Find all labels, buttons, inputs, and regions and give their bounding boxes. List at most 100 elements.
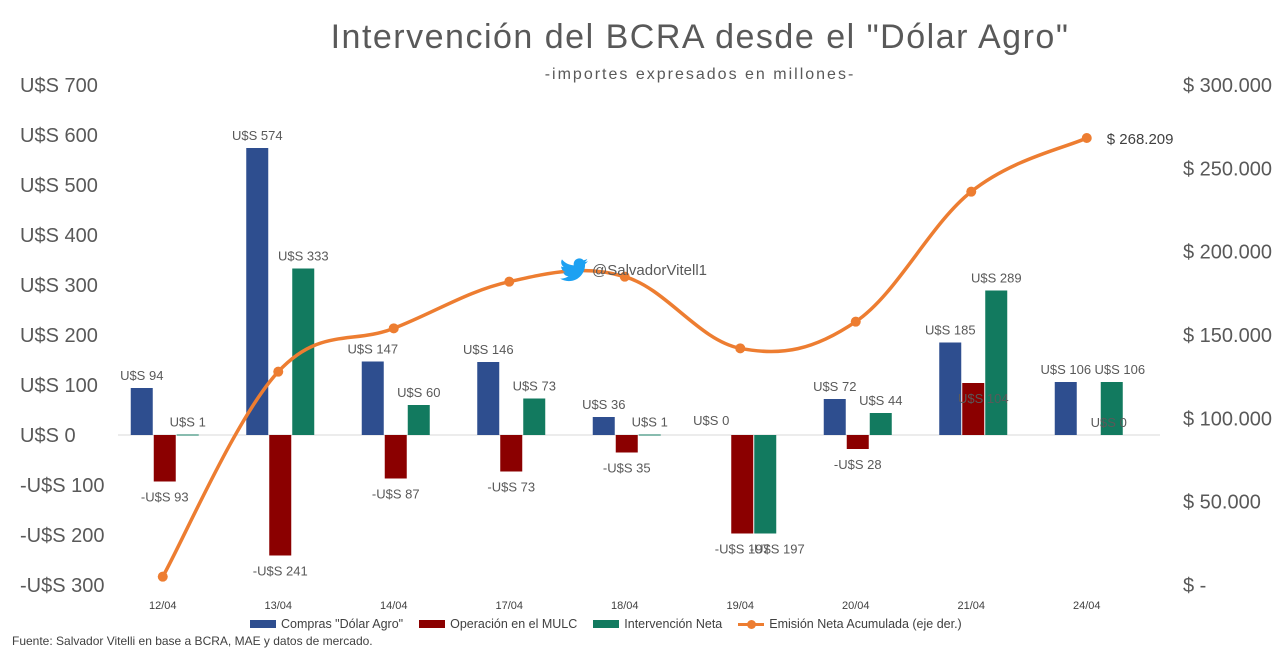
left-axis-tick: -U$S 300 bbox=[20, 575, 105, 597]
x-axis-tick: 20/04 bbox=[842, 600, 870, 612]
data-label-mulc: -U$S 73 bbox=[487, 480, 535, 495]
data-label-compras: U$S 36 bbox=[582, 397, 625, 412]
data-label-compras: U$S 106 bbox=[1040, 362, 1091, 377]
data-labels-group: U$S 94 U$S 574 U$S 147 U$S 146 U$S 36 U$S 0 U$… bbox=[120, 128, 1173, 579]
chart-subtitle: -importes expresados en millones- bbox=[544, 66, 856, 83]
data-label-compras: U$S 0 bbox=[693, 413, 729, 428]
data-label-neta: U$S 333 bbox=[278, 249, 329, 264]
x-axis-tick: 24/04 bbox=[1073, 600, 1101, 612]
chart-title: Intervención del BCRA desde el "Dólar Ag… bbox=[330, 18, 1070, 56]
data-label-neta: U$S 44 bbox=[859, 393, 902, 408]
left-axis-tick: -U$S 200 bbox=[20, 525, 105, 547]
data-label-neta: U$S 1 bbox=[632, 415, 668, 430]
left-axis-tick: U$S 700 bbox=[20, 75, 98, 97]
bar-mulc bbox=[269, 435, 292, 556]
data-label-neta: U$S 106 bbox=[1094, 362, 1145, 377]
legend-label-compras: Compras "Dólar Agro" bbox=[281, 617, 404, 631]
data-label-neta: U$S 73 bbox=[513, 379, 556, 394]
data-label-mulc: -U$S 28 bbox=[834, 457, 882, 472]
left-axis-tick: U$S 100 bbox=[20, 375, 98, 397]
bar-compras bbox=[592, 417, 615, 435]
bar-neta bbox=[176, 434, 199, 436]
data-label-mulc: -U$S 197 bbox=[715, 542, 770, 557]
bar-compras bbox=[361, 361, 384, 435]
legend-swatch-mulc bbox=[419, 620, 446, 628]
x-axis-tick: 14/04 bbox=[380, 600, 408, 612]
left-axis-tick: U$S 0 bbox=[20, 425, 76, 447]
bar-mulc bbox=[384, 435, 407, 479]
legend-item-emision: Emisión Neta Acumulada (eje der.) bbox=[738, 617, 962, 631]
x-axis-tick: 13/04 bbox=[264, 600, 292, 612]
bar-mulc bbox=[846, 435, 869, 449]
legend-item-neta: Intervención Neta bbox=[593, 617, 722, 631]
bar-neta bbox=[1100, 382, 1123, 435]
data-label-mulc: -U$S 87 bbox=[372, 487, 420, 502]
legend-label-mulc: Operación en el MULC bbox=[450, 617, 578, 631]
line-group bbox=[157, 132, 1092, 582]
right-axis-tick: $ 100.000 bbox=[1183, 408, 1272, 430]
line-point-emision bbox=[619, 271, 630, 282]
data-label-compras: U$S 574 bbox=[232, 128, 283, 143]
x-axis-tick: 12/04 bbox=[149, 600, 177, 612]
data-label-compras: U$S 72 bbox=[813, 379, 856, 394]
right-axis-tick: $ 150.000 bbox=[1183, 325, 1272, 347]
legend-label-emision: Emisión Neta Acumulada (eje der.) bbox=[769, 617, 962, 631]
bar-neta bbox=[754, 435, 777, 534]
legend-swatch-compras bbox=[250, 620, 276, 628]
x-axis-tick: 18/04 bbox=[611, 600, 639, 612]
data-label-neta: U$S 60 bbox=[397, 385, 440, 400]
legend: Compras "Dólar Agro" Operación en el MUL… bbox=[250, 617, 962, 631]
bar-compras bbox=[1054, 382, 1077, 435]
legend-item-mulc: Operación en el MULC bbox=[419, 617, 577, 631]
x-axis-tick: 19/04 bbox=[726, 600, 754, 612]
left-axis-tick: U$S 300 bbox=[20, 275, 98, 297]
bar-mulc bbox=[615, 435, 638, 453]
bar-mulc bbox=[500, 435, 523, 472]
right-axis-tick: $ 200.000 bbox=[1183, 242, 1272, 264]
data-label-compras: U$S 185 bbox=[925, 323, 976, 338]
right-axis: $ 300.000 $ 250.000 $ 200.000 $ 150.000 $ 10… bbox=[1183, 75, 1272, 597]
x-axis-tick: 17/04 bbox=[495, 600, 523, 612]
data-label-compras: U$S 146 bbox=[463, 342, 514, 357]
left-axis-tick: U$S 200 bbox=[20, 325, 98, 347]
data-label-neta: U$S 289 bbox=[971, 271, 1022, 286]
data-label-compras: U$S 94 bbox=[120, 368, 163, 383]
bar-mulc bbox=[731, 435, 754, 534]
left-axis-tick: -U$S 100 bbox=[20, 475, 105, 497]
legend-swatch-neta bbox=[593, 620, 620, 628]
right-axis-tick: $ 50.000 bbox=[1183, 492, 1261, 514]
data-label-mulc: -U$S 35 bbox=[603, 461, 651, 476]
bar-compras bbox=[939, 342, 962, 435]
bar-neta bbox=[869, 413, 892, 435]
bar-neta bbox=[407, 405, 430, 435]
left-axis: U$S 700 U$S 600 U$S 500 U$S 400 U$S 300 U$S 2… bbox=[20, 75, 105, 597]
legend-item-compras: Compras "Dólar Agro" bbox=[250, 617, 403, 631]
bar-compras bbox=[246, 148, 269, 435]
left-axis-tick: U$S 500 bbox=[20, 175, 98, 197]
line-point-emision bbox=[1081, 132, 1092, 143]
data-label-mulc: -U$S 93 bbox=[141, 490, 189, 505]
bars-group bbox=[130, 148, 1123, 556]
bar-compras bbox=[823, 399, 846, 435]
data-label-emision: $ 268.209 bbox=[1107, 131, 1174, 148]
data-label-mulc: U$S 104 bbox=[958, 391, 1009, 406]
bar-compras bbox=[130, 388, 153, 435]
source-note: Fuente: Salvador Vitelli en base a BCRA,… bbox=[12, 634, 373, 648]
bar-compras bbox=[477, 362, 500, 435]
watermark-handle: @SalvadorVitell1 bbox=[592, 261, 708, 279]
data-label-mulc: -U$S 241 bbox=[253, 564, 308, 579]
line-point-emision bbox=[273, 366, 284, 377]
right-axis-tick: $ 250.000 bbox=[1183, 158, 1272, 180]
line-point-emision bbox=[850, 316, 861, 327]
data-label-neta: U$S 1 bbox=[170, 415, 206, 430]
legend-label-neta: Intervención Neta bbox=[624, 617, 723, 631]
line-point-emision bbox=[504, 276, 515, 287]
watermark: @SalvadorVitell1 bbox=[560, 258, 707, 282]
line-point-emision bbox=[157, 571, 168, 582]
right-axis-tick: $ - bbox=[1183, 575, 1206, 597]
data-label-compras: U$S 147 bbox=[347, 342, 398, 357]
legend-swatch-emision bbox=[738, 619, 765, 629]
bar-neta bbox=[523, 398, 546, 435]
x-axis: 12/04 13/04 14/04 17/04 18/04 19/04 20/04 21/04… bbox=[149, 600, 1101, 612]
bar-mulc bbox=[153, 435, 176, 482]
